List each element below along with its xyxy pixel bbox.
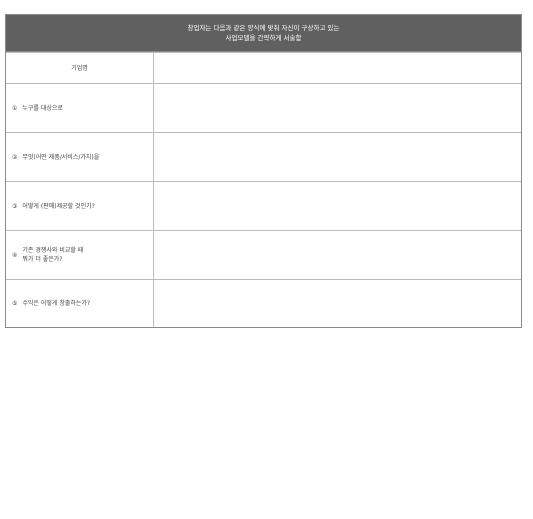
form-header: 창업자는 다음과 같은 양식에 맞춰 자신이 구상하고 있는 사업모델을 간략하…: [6, 15, 521, 52]
company-name-label: 기업명: [6, 53, 154, 83]
question-label: 수익은 어떻게 창출하는가?: [22, 300, 91, 307]
question-label-cell: ① 누구를 대상으로: [6, 84, 154, 132]
question-row-competition: ④ 기존 경쟁사와 비교할 때 뭐가 더 좋은가?: [6, 230, 521, 279]
company-name-field[interactable]: [154, 53, 521, 83]
question-label-cell: ⑤ 수익은 어떻게 창출하는가?: [6, 280, 154, 327]
question-label: 기존 경쟁사와 비교할 때 뭐가 더 좋은가?: [22, 247, 84, 263]
question-number: ⑤: [12, 300, 18, 307]
question-label-cell: ④ 기존 경쟁사와 비교할 때 뭐가 더 좋은가?: [6, 231, 154, 279]
question-label: 무엇(어떤 제품/서비스/가치)을: [22, 153, 100, 161]
form-instruction-line-2: 사업모델을 간략하게 서술함: [225, 34, 302, 42]
question-number: ②: [12, 153, 18, 161]
question-label-cell: ② 무엇(어떤 제품/서비스/가치)을: [6, 133, 154, 181]
question-number: ④: [12, 251, 18, 259]
question-number: ①: [12, 104, 18, 112]
question-label-cell: ③ 어떻게 (판매)제공할 것인가?: [6, 182, 154, 230]
answer-field-competition[interactable]: [154, 231, 521, 279]
answer-field-delivery[interactable]: [154, 182, 521, 230]
question-row-revenue: ⑤ 수익은 어떻게 창출하는가?: [6, 279, 521, 327]
question-row-offering: ② 무엇(어떤 제품/서비스/가치)을: [6, 132, 521, 181]
question-row-target: ① 누구를 대상으로: [6, 83, 521, 132]
form-instruction-line-1: 창업자는 다음과 같은 양식에 맞춰 자신이 구상하고 있는: [187, 24, 340, 32]
answer-field-revenue[interactable]: [154, 280, 521, 327]
answer-field-target[interactable]: [154, 84, 521, 132]
question-label: 어떻게 (판매)제공할 것인가?: [22, 202, 95, 210]
answer-field-offering[interactable]: [154, 133, 521, 181]
business-model-form: 창업자는 다음과 같은 양식에 맞춰 자신이 구상하고 있는 사업모델을 간략하…: [5, 14, 522, 328]
question-label: 누구를 대상으로: [22, 104, 63, 112]
company-name-row: 기업명: [6, 52, 521, 83]
question-number: ③: [12, 202, 18, 210]
question-row-delivery: ③ 어떻게 (판매)제공할 것인가?: [6, 181, 521, 230]
